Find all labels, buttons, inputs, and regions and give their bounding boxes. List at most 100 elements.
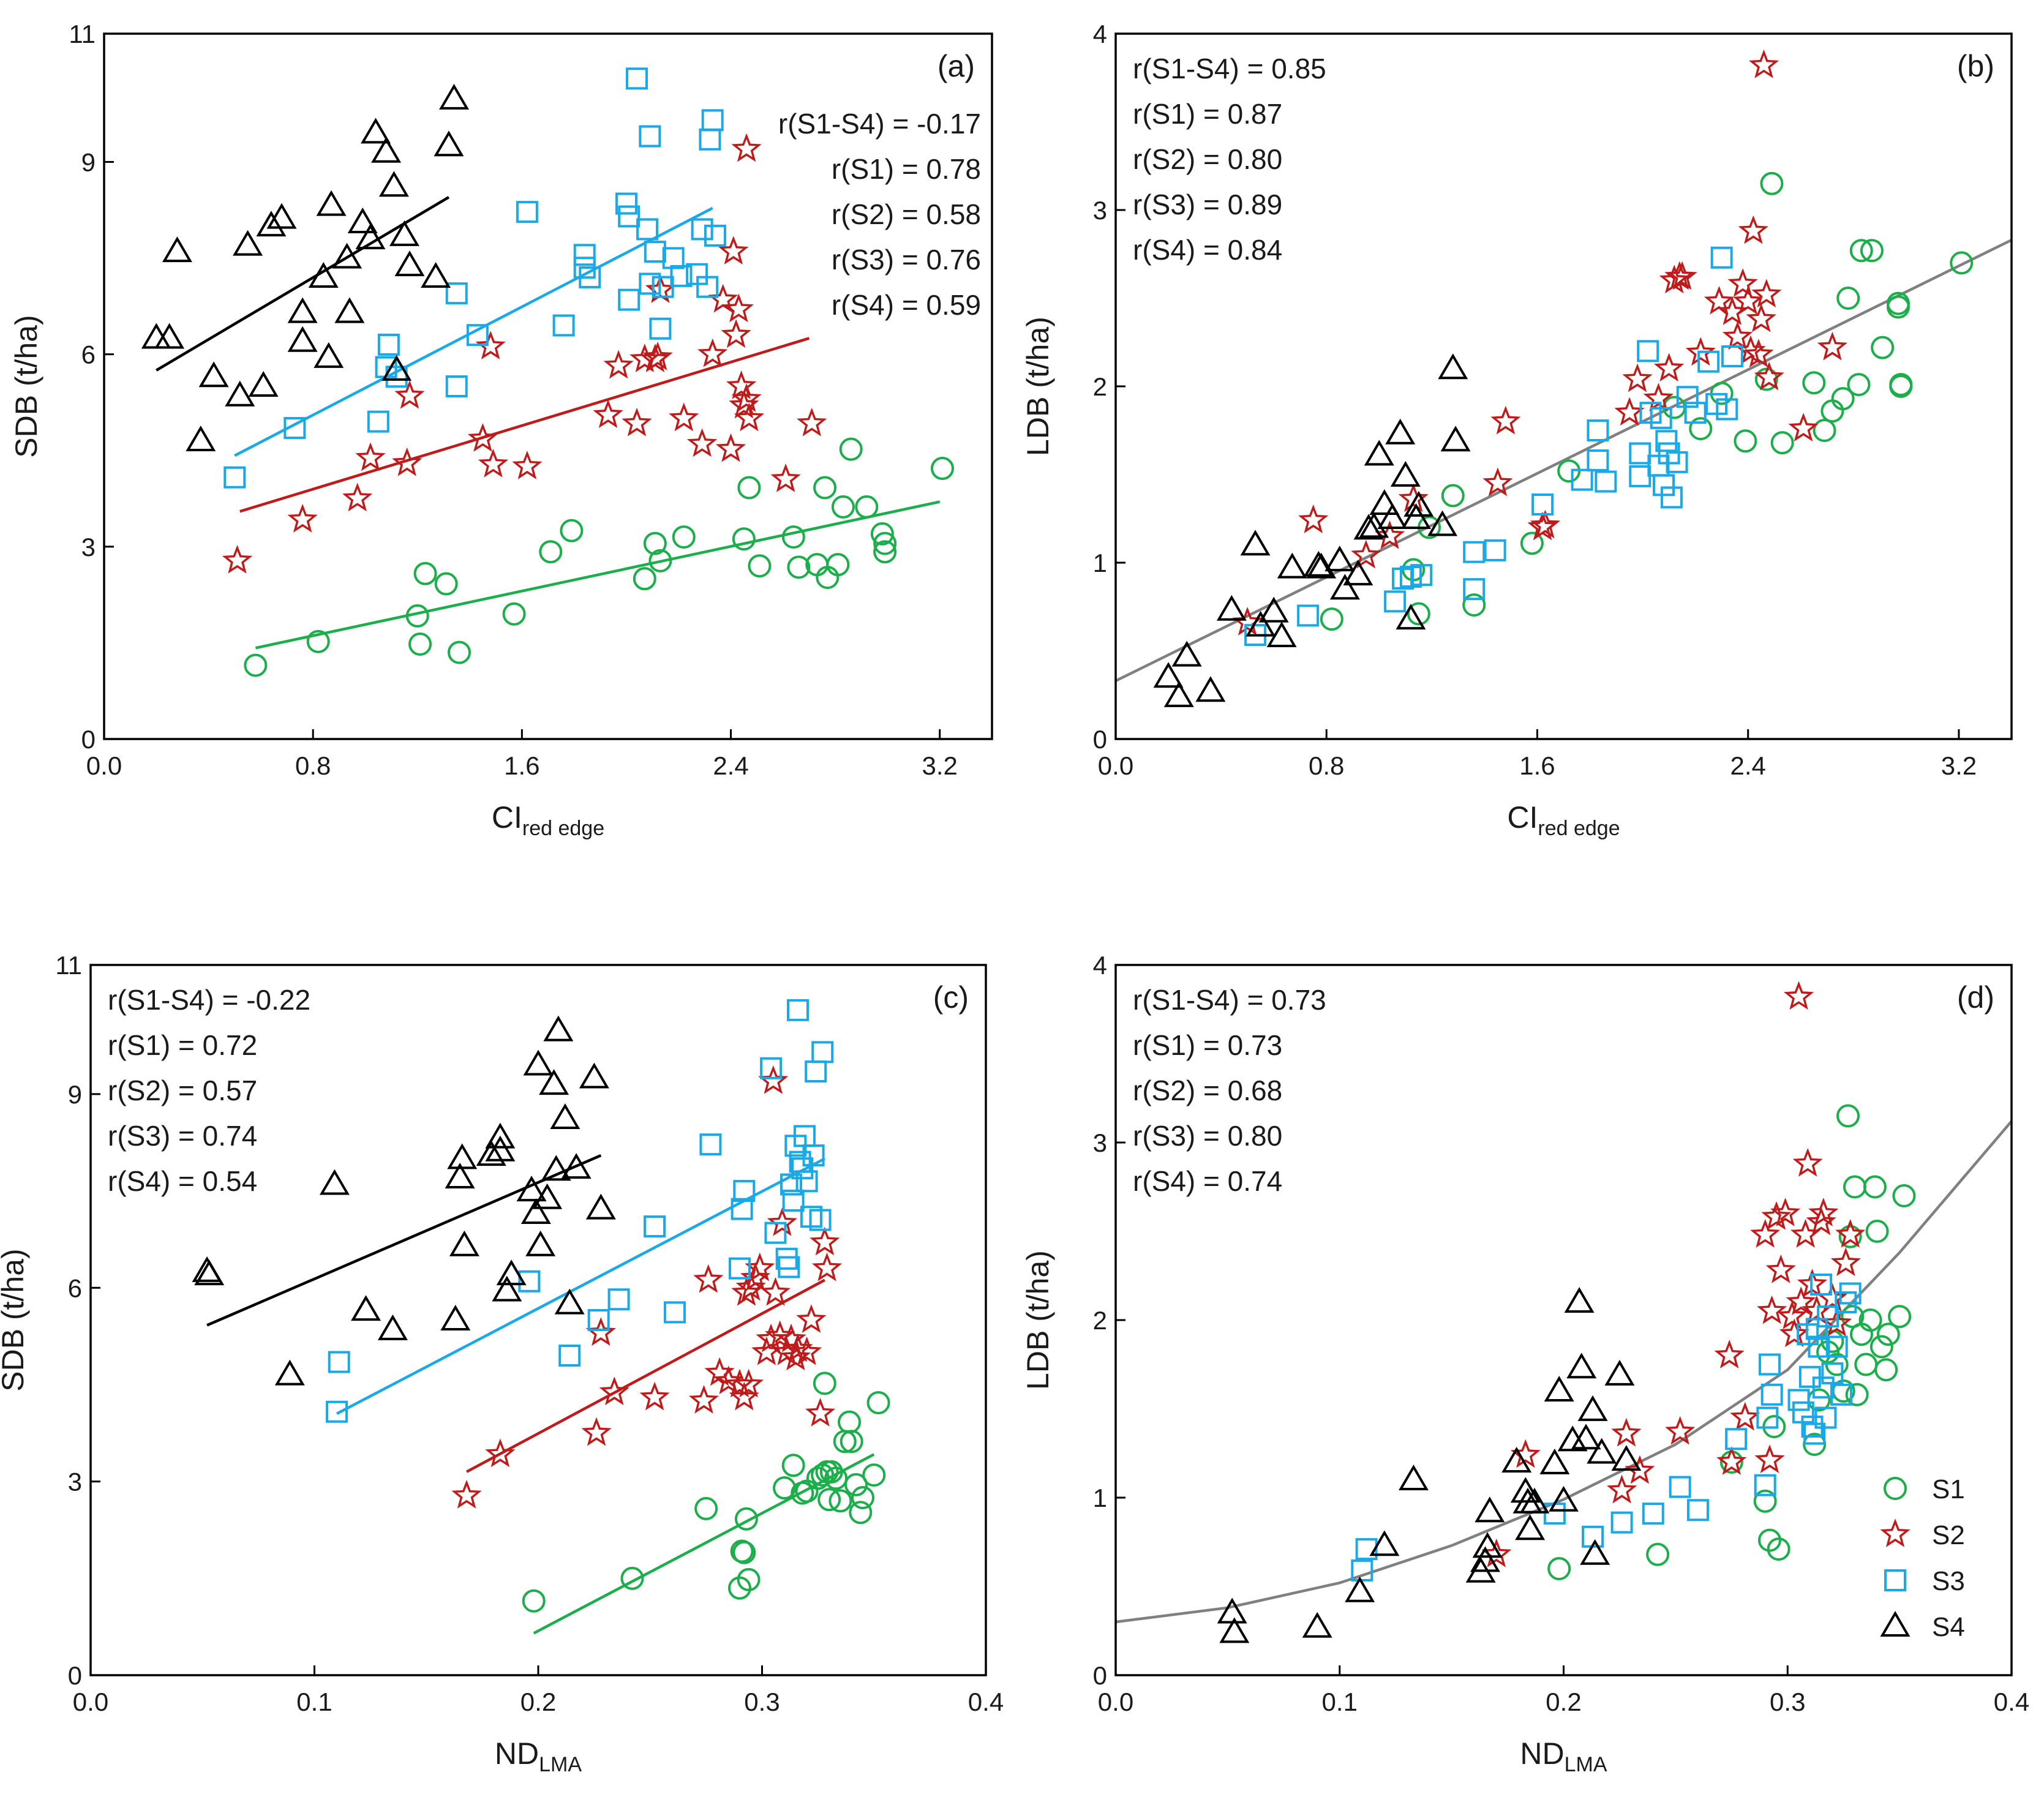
data-point-S4 bbox=[162, 236, 192, 263]
data-point-S4 bbox=[539, 1069, 569, 1095]
data-point-S4 bbox=[485, 1135, 516, 1161]
data-point-S3 bbox=[1642, 1503, 1664, 1525]
data-point-S3 bbox=[805, 1060, 827, 1083]
data-point-S2 bbox=[593, 399, 623, 429]
data-point-S1 bbox=[244, 653, 268, 677]
data-point-S2 bbox=[1738, 215, 1768, 244]
fit-line-S2 bbox=[465, 1278, 825, 1473]
data-point-S2 bbox=[1490, 405, 1521, 435]
data-point-S2 bbox=[1733, 285, 1764, 315]
y-tick-label: 11 bbox=[55, 951, 82, 980]
data-point-S1 bbox=[1858, 1308, 1882, 1332]
x-tick-label: 2.4 bbox=[713, 751, 748, 780]
data-point-S2 bbox=[693, 1264, 724, 1293]
data-point-S2 bbox=[760, 1277, 791, 1306]
data-point-S1 bbox=[1869, 1335, 1893, 1359]
x-tick-label: 0.0 bbox=[1098, 751, 1133, 780]
series-S1 bbox=[1320, 171, 1974, 631]
data-point-S3 bbox=[587, 1309, 610, 1331]
data-point-S4 bbox=[371, 137, 402, 163]
y-axis-label: SDB (t/ha) bbox=[9, 315, 43, 457]
data-point-S4 bbox=[1604, 1359, 1635, 1386]
x-axis-label: CIred edge bbox=[1507, 800, 1620, 840]
data-point-S2 bbox=[1761, 1201, 1792, 1230]
panel-tag: (d) bbox=[1957, 980, 1994, 1015]
data-point-S1 bbox=[405, 604, 429, 628]
data-point-S1 bbox=[448, 640, 471, 664]
data-point-S4 bbox=[525, 1230, 556, 1256]
y-tick-label: 0 bbox=[81, 725, 96, 754]
data-point-S4 bbox=[1470, 1546, 1500, 1572]
data-point-S1 bbox=[1757, 1528, 1781, 1552]
data-point-S2 bbox=[1374, 520, 1405, 549]
data-point-S2 bbox=[770, 463, 801, 492]
data-point-S4 bbox=[154, 323, 185, 349]
data-point-S3 bbox=[791, 1157, 814, 1180]
data-point-S2 bbox=[1298, 505, 1329, 533]
data-point-S3 bbox=[1610, 1511, 1633, 1534]
data-point-S4 bbox=[561, 1153, 592, 1179]
data-point-S4 bbox=[476, 1140, 506, 1166]
data-point-S2 bbox=[1770, 1198, 1801, 1226]
data-point-S3 bbox=[1666, 451, 1688, 473]
data-point-S3 bbox=[1653, 474, 1675, 497]
data-point-S3 bbox=[1758, 1353, 1781, 1376]
data-point-S2 bbox=[669, 402, 699, 432]
data-point-S3 bbox=[445, 375, 468, 397]
data-point-S3 bbox=[552, 314, 575, 337]
y-axis-label: LDB (t/ha) bbox=[1021, 1250, 1055, 1390]
series-S4 bbox=[141, 83, 469, 452]
data-point-S2 bbox=[688, 1384, 720, 1414]
data-point-S1 bbox=[1845, 1383, 1869, 1406]
data-point-S3 bbox=[1655, 430, 1678, 452]
data-point-S1 bbox=[1767, 1537, 1790, 1561]
data-point-S1 bbox=[1831, 387, 1855, 411]
data-point-S4 bbox=[256, 211, 287, 237]
data-point-S1 bbox=[648, 549, 672, 572]
data-point-S2 bbox=[1817, 331, 1848, 361]
data-point-S3 bbox=[644, 1215, 666, 1238]
data-point-S2 bbox=[287, 503, 318, 533]
panel-tag: (b) bbox=[1957, 49, 1994, 83]
data-point-S4 bbox=[351, 1295, 381, 1321]
data-point-S3 bbox=[466, 324, 489, 347]
data-point-S2 bbox=[731, 383, 762, 412]
data-point-S1 bbox=[1888, 1305, 1912, 1329]
data-point-S2 bbox=[1765, 1254, 1796, 1283]
x-axis-label-subscript: LMA bbox=[539, 1753, 582, 1776]
correlation-annotation: r(S1) = 0.73 bbox=[1133, 1029, 1282, 1061]
data-point-S4 bbox=[332, 242, 363, 269]
data-point-S3 bbox=[1629, 442, 1651, 465]
data-point-S3 bbox=[795, 1170, 818, 1193]
x-axis-label: CIred edge bbox=[492, 800, 604, 840]
data-point-S2 bbox=[697, 338, 728, 367]
data-point-S4 bbox=[532, 1183, 563, 1209]
data-point-S4 bbox=[1557, 1425, 1588, 1452]
data-point-S3 bbox=[636, 218, 659, 241]
x-axis-label: NDLMA bbox=[495, 1736, 582, 1776]
x-tick-label: 0.4 bbox=[968, 1687, 1004, 1716]
data-point-S4 bbox=[1539, 1448, 1570, 1474]
x-axis-label-main: ND bbox=[495, 1736, 539, 1771]
data-point-S4 bbox=[1369, 489, 1400, 515]
data-point-S2 bbox=[735, 1272, 766, 1301]
data-point-S4 bbox=[225, 380, 255, 407]
data-point-S1 bbox=[1849, 239, 1873, 263]
y-tick-label: 4 bbox=[1093, 20, 1107, 48]
data-point-S2 bbox=[1622, 363, 1653, 392]
data-point-S3 bbox=[663, 1301, 686, 1324]
data-point-S4 bbox=[1377, 503, 1408, 529]
data-point-S3 bbox=[1787, 1389, 1810, 1411]
data-point-S4 bbox=[1544, 1376, 1574, 1402]
chart-panel-b: 0.0 0.8 1.6 2.4 3.2 0 1 2 3 4 CIred edge LDB (t/ha)… bbox=[1021, 20, 2013, 840]
data-point-S1 bbox=[855, 495, 879, 519]
y-tick-label: 2 bbox=[1093, 1306, 1107, 1335]
data-point-S4 bbox=[447, 1143, 478, 1169]
data-point-S4 bbox=[440, 1305, 471, 1330]
data-point-S2 bbox=[729, 389, 759, 419]
data-point-S1 bbox=[839, 437, 863, 461]
data-point-S4 bbox=[186, 426, 216, 452]
data-point-S3 bbox=[1814, 1406, 1837, 1429]
data-point-S1 bbox=[502, 602, 526, 626]
data-point-S1 bbox=[633, 567, 656, 591]
